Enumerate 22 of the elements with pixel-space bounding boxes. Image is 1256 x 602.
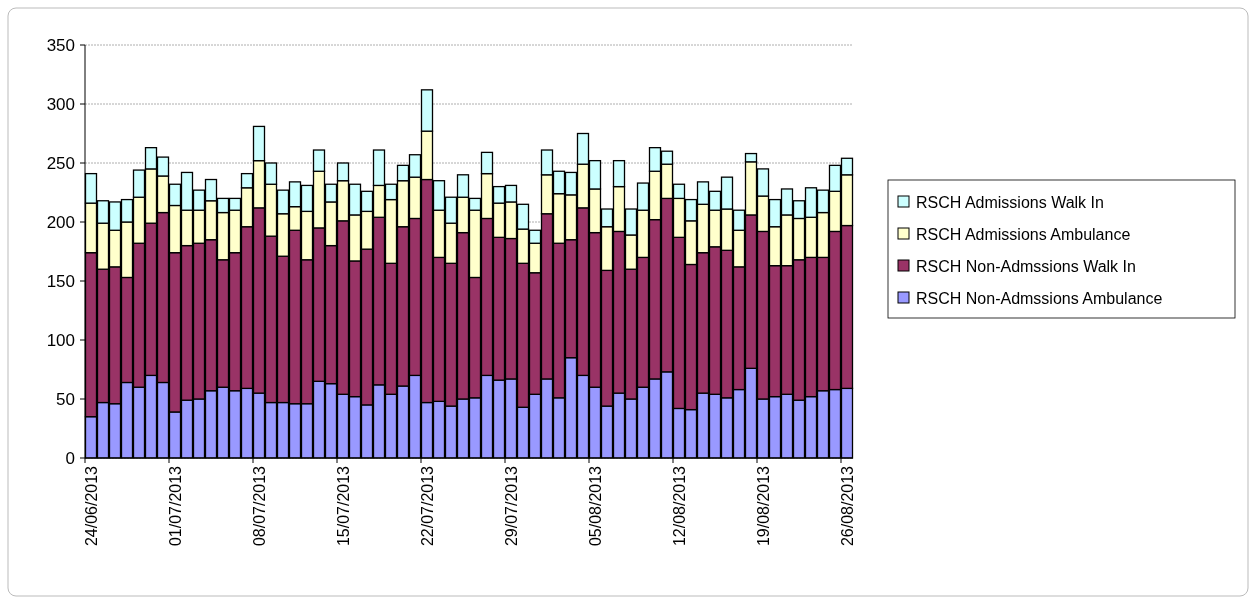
legend-label: RSCH Non-Admssions Ambulance [916,289,1163,307]
x-tick-label: 26/08/2013 [838,465,856,547]
y-tick-label: 350 [46,35,75,55]
x-tick-label: 29/07/2013 [502,465,520,547]
y-tick-label: 300 [46,94,75,114]
legend-label: RSCH Admissions Ambulance [916,225,1131,243]
y-tick-label: 100 [46,330,75,350]
y-tick-label: 150 [46,271,75,291]
x-tick-label: 01/07/2013 [166,465,184,547]
legend-label: RSCH Admissions Walk In [916,193,1104,211]
x-tick-label: 05/08/2013 [586,465,604,547]
y-tick-label: 0 [65,448,75,468]
x-tick-label: 22/07/2013 [418,465,436,547]
x-tick-label: 19/08/2013 [754,465,772,547]
x-tick-label: 24/06/2013 [82,465,100,547]
x-tick-label: 15/07/2013 [334,465,352,547]
x-tick-label: 08/07/2013 [250,465,268,547]
x-tick-label: 12/08/2013 [670,465,688,547]
y-tick-label: 50 [56,389,75,409]
y-tick-label: 200 [46,212,75,232]
legend-label: RSCH Non-Admssions Walk In [916,257,1136,275]
y-tick-label: 250 [46,153,75,173]
